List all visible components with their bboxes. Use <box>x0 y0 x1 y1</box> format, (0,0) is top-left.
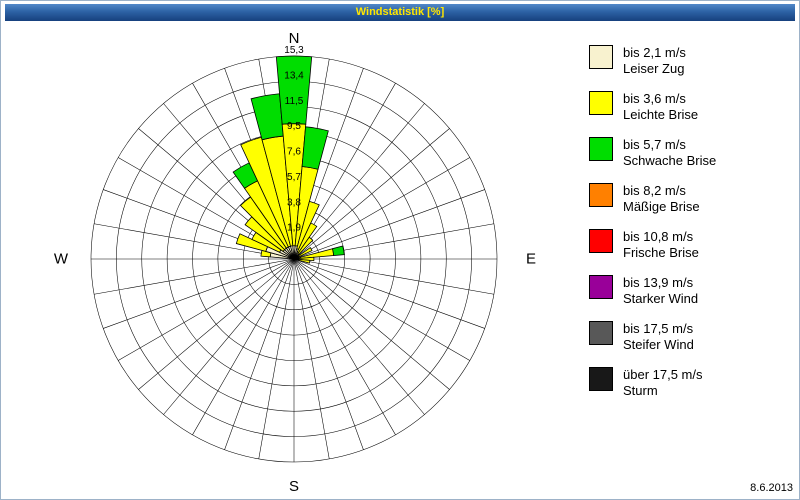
date-label: 8.6.2013 <box>750 482 793 494</box>
legend-item: bis 2,1 m/s Leiser Zug <box>589 45 716 77</box>
radial-axis-label: 11,5 <box>285 96 304 107</box>
legend-speed-label: bis 17,5 m/s <box>623 321 694 336</box>
legend-wind-name: Frische Brise <box>623 245 699 260</box>
legend-item: bis 17,5 m/s Steifer Wind <box>589 321 716 353</box>
wind-petal-segment <box>250 93 284 141</box>
radial-axis-label: 13,4 <box>284 70 304 81</box>
legend-label: über 17,5 m/s Sturm <box>623 367 703 399</box>
compass-west-label: W <box>53 250 69 268</box>
legend-wind-name: Leiser Zug <box>623 61 685 76</box>
radial-axis-label: 7,6 <box>287 147 301 158</box>
legend-wind-name: Leichte Brise <box>623 107 699 122</box>
page-title: Windstatistik [%] <box>355 6 445 18</box>
legend-speed-label: bis 13,9 m/s <box>623 275 694 290</box>
radial-axis-label: 9,5 <box>287 121 301 132</box>
legend-swatch <box>589 137 613 161</box>
wind-petal-segment <box>297 247 313 258</box>
legend-wind-name: Steifer Wind <box>623 337 694 352</box>
legend-label: bis 10,8 m/s Frische Brise <box>623 229 699 261</box>
legend-swatch <box>589 183 613 207</box>
wind-petal-segment <box>301 126 329 170</box>
legend-item: bis 3,6 m/s Leichte Brise <box>589 91 716 123</box>
legend-wind-name: Sturm <box>623 383 658 398</box>
radial-axis-label: 15,3 <box>284 45 304 56</box>
legend-swatch <box>589 229 613 253</box>
legend-label: bis 2,1 m/s Leiser Zug <box>623 45 686 77</box>
legend-speed-label: bis 2,1 m/s <box>623 45 686 60</box>
legend: bis 2,1 m/s Leiser Zug bis 3,6 m/s Leichte … <box>589 45 716 413</box>
legend-speed-label: bis 3,6 m/s <box>623 91 686 106</box>
legend-item: über 17,5 m/s Sturm <box>589 367 716 399</box>
radial-axis-label: 5,7 <box>287 172 301 183</box>
legend-swatch <box>589 367 613 391</box>
legend-wind-name: Schwache Brise <box>623 153 717 168</box>
legend-item: bis 10,8 m/s Frische Brise <box>589 229 716 261</box>
wind-petal-segment <box>275 55 313 125</box>
legend-swatch <box>589 321 613 345</box>
legend-wind-name: Mäßige Brise <box>623 199 700 214</box>
legend-label: bis 8,2 m/s Mäßige Brise <box>623 183 700 215</box>
radial-axis-label: 3,8 <box>287 197 301 208</box>
radial-axis-label: 1,9 <box>287 223 301 234</box>
legend-swatch <box>589 275 613 299</box>
legend-item: bis 5,7 m/s Schwache Brise <box>589 137 716 169</box>
wind-petal-segment <box>297 236 314 255</box>
legend-label: bis 5,7 m/s Schwache Brise <box>623 137 716 169</box>
legend-label: bis 13,9 m/s Starker Wind <box>623 275 698 307</box>
wind-petal-segment <box>297 258 311 264</box>
legend-speed-label: bis 5,7 m/s <box>623 137 686 152</box>
legend-item: bis 13,9 m/s Starker Wind <box>589 275 716 307</box>
legend-speed-label: bis 10,8 m/s <box>623 229 694 244</box>
legend-label: bis 3,6 m/s Leichte Brise <box>623 91 698 123</box>
legend-label: bis 17,5 m/s Steifer Wind <box>623 321 694 353</box>
legend-swatch <box>589 45 613 69</box>
legend-speed-label: über 17,5 m/s <box>623 367 703 382</box>
legend-swatch <box>589 91 613 115</box>
legend-speed-label: bis 8,2 m/s <box>623 183 686 198</box>
compass-south-label: S <box>288 478 300 495</box>
title-bar: Windstatistik [%] <box>5 4 795 21</box>
legend-wind-name: Starker Wind <box>623 291 699 306</box>
compass-north-label: N <box>288 30 300 47</box>
compass-east-label: E <box>525 250 537 268</box>
legend-item: bis 8,2 m/s Mäßige Brise <box>589 183 716 215</box>
wind-petal-segment <box>331 245 345 256</box>
